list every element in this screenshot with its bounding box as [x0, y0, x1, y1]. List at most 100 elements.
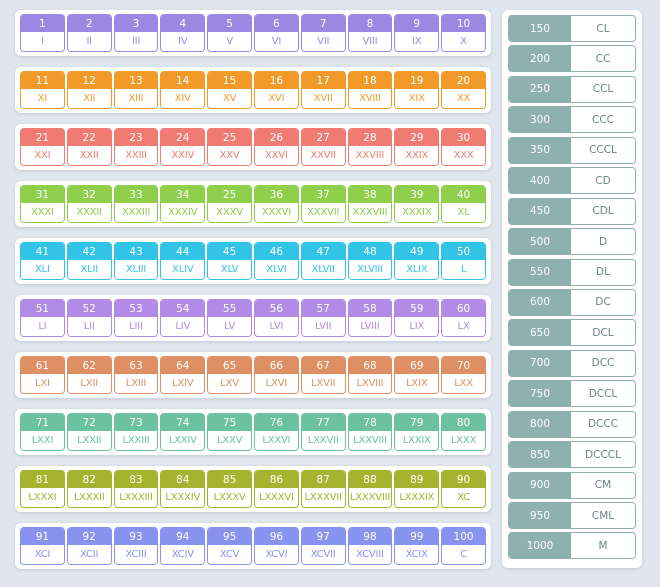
- numeral-card: 24 XXIV: [160, 128, 206, 166]
- arabic-number: 53: [114, 300, 158, 317]
- numeral-card: 82 LXXXII: [66, 470, 112, 508]
- arabic-number: 28: [348, 129, 392, 146]
- roman-numeral: XLIII: [114, 260, 158, 279]
- roman-numeral: XLVII: [301, 260, 345, 279]
- roman-numeral: XLII: [67, 260, 111, 279]
- numeral-card: 27 XXVII: [300, 128, 346, 166]
- arabic-number: 39: [395, 186, 439, 203]
- hundreds-panel: 150 CL 200 CC 250 CCL 300 CCC 350 CCCL 400 CD 450 CDL…: [502, 10, 642, 568]
- arabic-number: 40: [442, 186, 485, 203]
- arabic-number: 16: [254, 72, 298, 89]
- roman-numeral: DL: [571, 259, 635, 285]
- arabic-number: 33: [114, 186, 158, 203]
- arabic-number: 52: [67, 300, 111, 317]
- arabic-number: 42: [67, 243, 111, 260]
- hundreds-row: 400 CD: [508, 167, 636, 195]
- roman-numeral: M: [571, 533, 635, 559]
- roman-numeral: I: [21, 32, 64, 51]
- arabic-number: 67: [301, 357, 345, 374]
- numeral-strip: 91 XCI 92 XCII 93 XCIII 94 XCIV 95 XCV 96 XCVI 97 XCV…: [15, 523, 491, 569]
- roman-numeral: XXI: [21, 146, 64, 165]
- arabic-number: 750: [509, 381, 571, 407]
- arabic-number: 450: [509, 198, 571, 224]
- numeral-card: 6 VI: [253, 14, 299, 52]
- numeral-card: 67 LXVII: [300, 356, 346, 394]
- numeral-card: 85 LXXXV: [207, 470, 252, 508]
- roman-numeral: LXII: [67, 374, 111, 393]
- roman-numeral: XII: [67, 89, 111, 108]
- numeral-card: 88 LXXXVIII: [347, 470, 393, 508]
- arabic-number: 98: [348, 528, 392, 545]
- arabic-number: 45: [208, 243, 251, 260]
- arabic-number: 34: [161, 186, 205, 203]
- roman-numeral: LXXI: [21, 431, 64, 450]
- numeral-card: 60 LX: [441, 299, 486, 337]
- roman-numeral: D: [571, 229, 635, 255]
- numeral-card: 21 XXI: [20, 128, 65, 166]
- arabic-number: 56: [254, 300, 298, 317]
- arabic-number: 3: [114, 15, 158, 32]
- roman-numeral: DCC: [571, 350, 635, 376]
- numeral-card: 49 XLIX: [394, 242, 440, 280]
- arabic-number: 74: [161, 414, 205, 431]
- arabic-number: 57: [301, 300, 345, 317]
- arabic-number: 32: [67, 186, 111, 203]
- roman-numeral: XXVII: [301, 146, 345, 165]
- numeral-card: 44 XLIV: [160, 242, 206, 280]
- arabic-number: 18: [348, 72, 392, 89]
- arabic-number: 99: [395, 528, 439, 545]
- numeral-card: 69 LXIX: [394, 356, 440, 394]
- roman-numeral: XCIII: [114, 545, 158, 564]
- roman-numeral: VIII: [348, 32, 392, 51]
- numeral-card: 79 LXXIX: [394, 413, 440, 451]
- roman-numeral: XXX: [442, 146, 485, 165]
- arabic-number: 21: [21, 129, 64, 146]
- arabic-number: 29: [395, 129, 439, 146]
- numeral-row: 1 I 2 II 3 III 4 IV 5 V 6 VI 7 VII 8 VIII 9 IX 10 X: [20, 14, 486, 52]
- hundreds-row: 1000 M: [508, 532, 636, 560]
- numeral-card: 15 XV: [207, 71, 252, 109]
- hundreds-row: 950 CML: [508, 502, 636, 529]
- roman-numeral: XXIII: [114, 146, 158, 165]
- numeral-card: 8 VIII: [347, 14, 393, 52]
- arabic-number: 79: [395, 414, 439, 431]
- roman-numeral: DCL: [571, 320, 635, 346]
- roman-numeral: X: [442, 32, 485, 51]
- numeral-card: 77 LXXVII: [300, 413, 346, 451]
- roman-numeral: LXXIII: [114, 431, 158, 450]
- arabic-number: 41: [21, 243, 64, 260]
- arabic-number: 14: [161, 72, 205, 89]
- arabic-number: 75: [208, 414, 251, 431]
- arabic-number: 550: [509, 259, 571, 285]
- hundreds-row: 650 DCL: [508, 319, 636, 347]
- roman-numeral: LXXXV: [208, 488, 251, 507]
- roman-numeral: LVI: [254, 317, 298, 336]
- arabic-number: 25: [208, 186, 251, 203]
- roman-numeral: II: [67, 32, 111, 51]
- roman-numeral: LXXXVIII: [348, 488, 392, 507]
- roman-numeral: LXXXI: [21, 488, 64, 507]
- roman-numeral: LXXXVI: [254, 488, 298, 507]
- arabic-number: 61: [21, 357, 64, 374]
- numeral-card: 18 XVIII: [347, 71, 393, 109]
- roman-numeral: LXVIII: [348, 374, 392, 393]
- roman-numeral: XXII: [67, 146, 111, 165]
- roman-numeral: LXXX: [442, 431, 485, 450]
- numeral-strip: 21 XXI 22 XXII 23 XXIII 24 XXIV 25 XXV 26 XXVI 27 XXV…: [15, 124, 491, 170]
- numeral-card: 25 XXXV: [207, 185, 252, 223]
- arabic-number: 73: [114, 414, 158, 431]
- numeral-card: 34 XXXIV: [160, 185, 206, 223]
- arabic-number: 650: [509, 320, 571, 346]
- arabic-number: 59: [395, 300, 439, 317]
- hundreds-row: 350 CCCL: [508, 136, 636, 164]
- roman-numeral: XXVIII: [348, 146, 392, 165]
- arabic-number: 49: [395, 243, 439, 260]
- arabic-number: 64: [161, 357, 205, 374]
- numeral-card: 17 XVII: [300, 71, 346, 109]
- roman-numeral: XXVI: [254, 146, 298, 165]
- arabic-number: 47: [301, 243, 345, 260]
- roman-numeral: XXXIX: [395, 203, 439, 222]
- numeral-card: 92 XCII: [66, 527, 112, 565]
- arabic-number: 23: [114, 129, 158, 146]
